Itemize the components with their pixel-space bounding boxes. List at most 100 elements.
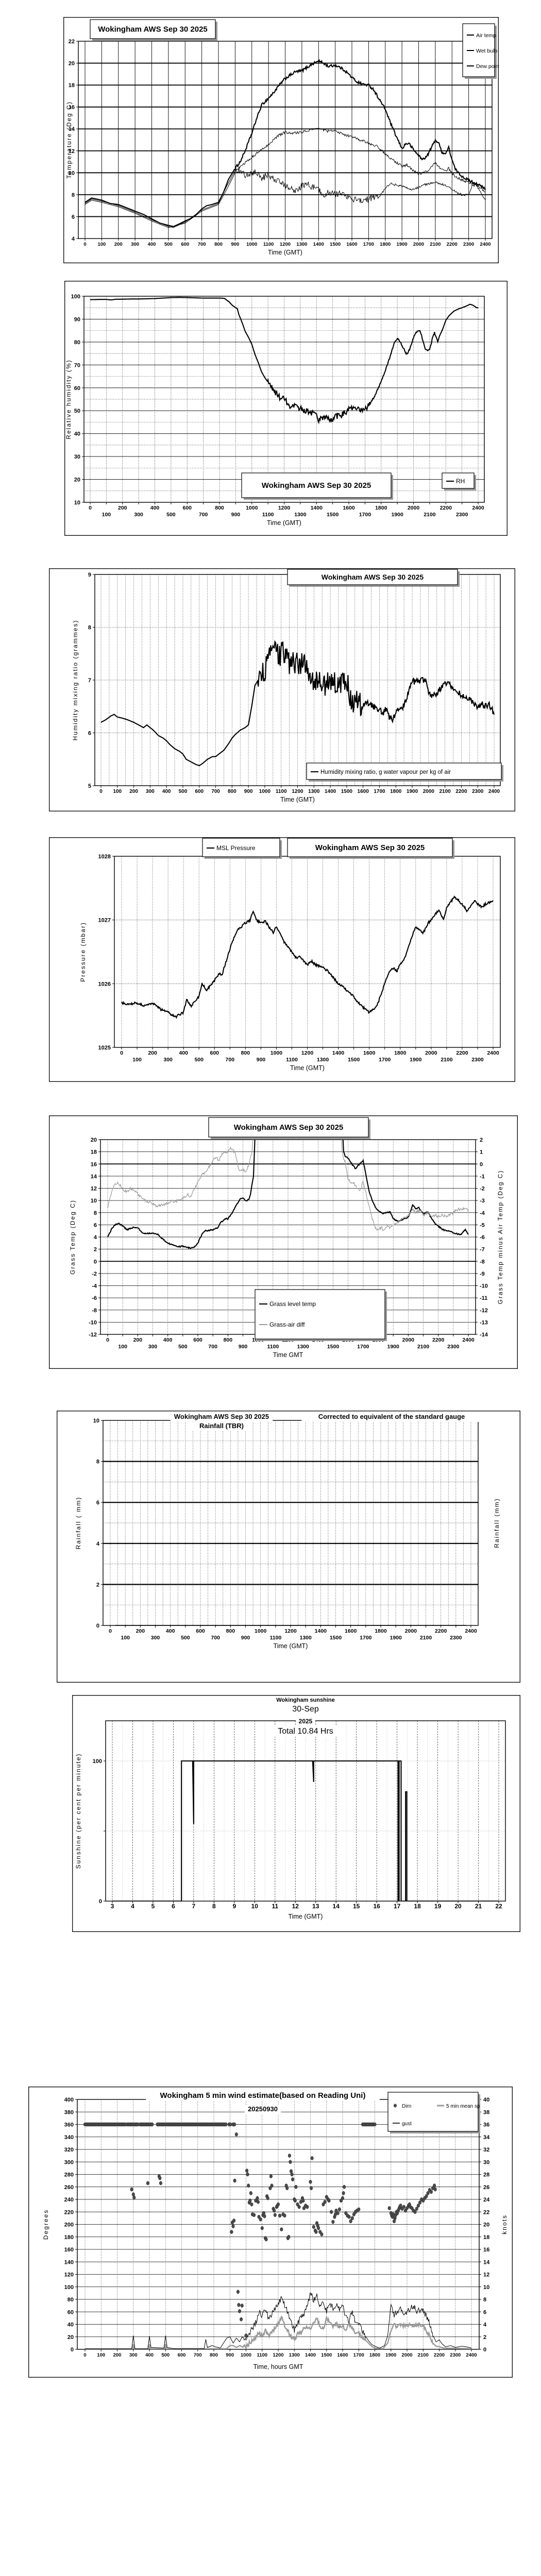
y-tick-label: 18: [69, 82, 75, 89]
x-tick-label: 300: [148, 1344, 158, 1350]
x-axis-title: Time (GMT): [268, 249, 302, 256]
y-tick-label: 400: [64, 2097, 74, 2103]
series-group: [121, 895, 494, 1019]
x-tick-label: 1500: [330, 1635, 342, 1641]
axis-labels: 0100200300400500600700800900100011001200…: [75, 1418, 500, 1650]
y-tick-label: -2: [92, 1271, 97, 1277]
chart-title-box: Wokingham AWS Sep 30 2025: [90, 19, 217, 41]
chart-outer-border: [63, 17, 499, 263]
chart-title: Wokingham AWS Sep 30 2025: [315, 843, 425, 852]
mix-svg: 0 100 200 300 400 500 600 700 800 900 1000 1100 1200…: [49, 568, 515, 811]
x-tick-label: 1500: [348, 1057, 360, 1063]
legend: MSL Pressure: [202, 838, 282, 859]
legend-label: 5 min mean sp: [446, 2104, 480, 2109]
x-tick-label: 1900: [391, 512, 403, 518]
chart-relative-humidity: 0 100 200 300 400 500 600 700 800 900 1000 1100 1200…: [64, 281, 508, 536]
y-tick-label: 0: [99, 1899, 102, 1905]
x-tick-label: 1800: [369, 2352, 380, 2358]
x-tick-label: 200: [118, 505, 127, 511]
x-tick-label: 1800: [375, 505, 387, 511]
y-tick-label: 60: [74, 385, 80, 392]
chart-title-box: Wokingham AWS Sep 30 2025: [287, 838, 454, 859]
chart-outer-border: [57, 1411, 520, 1683]
series-rh: [90, 297, 478, 425]
y-tick-label: 4: [72, 236, 75, 242]
y-tick-label: 280: [64, 2172, 74, 2178]
x-tick-label: 21: [475, 1903, 482, 1910]
y-tick-label: 80: [67, 2297, 74, 2303]
x-tick-label: 8: [212, 1903, 216, 1910]
x-tick-label: 1600: [346, 242, 357, 247]
x-tick-label: 300: [163, 1057, 173, 1063]
chart-title-box: Wokingham AWS Sep 30 2025: [287, 569, 460, 587]
x-tick-label: 2000: [401, 2352, 412, 2358]
x-tick-label: 200: [148, 1050, 157, 1056]
x-tick-label: 1300: [294, 512, 307, 518]
chart-temperature: 0 100 200 300 400 500 600 700 800 900 1000 1100 1200…: [63, 17, 500, 263]
y-tick-label: -10: [89, 1319, 97, 1326]
y-tick-label: 1028: [98, 854, 111, 860]
series-humidity-mixing-ratio-g-water-vapour-per-kg-of-air: [100, 640, 495, 767]
y-tick-label: 8: [94, 1210, 97, 1216]
x-tick-label: 700: [208, 1344, 217, 1350]
y2-tick-label: 40: [483, 2097, 489, 2103]
x-axis-title: Time GMT: [273, 1351, 303, 1359]
x-tick-label: 9: [232, 1903, 236, 1910]
x-tick-label: 2100: [417, 1344, 430, 1350]
x-tick-label: 1900: [410, 1057, 422, 1063]
y2-tick-label: 34: [483, 2134, 490, 2141]
x-tick-label: 100: [97, 242, 106, 247]
x-tick-label: 4: [131, 1903, 134, 1910]
x-tick-label: 15: [353, 1903, 360, 1910]
y2-tick-label: 12: [483, 2272, 489, 2278]
x-tick-label: 600: [196, 1628, 205, 1634]
x-tick-label: 600: [195, 789, 204, 794]
series-group: [84, 59, 486, 228]
x-tick-label: 1500: [327, 1344, 340, 1350]
x-tick-label: 0: [106, 1337, 109, 1343]
x-tick-label: 2200: [455, 789, 467, 794]
y-tick-label: 40: [74, 431, 80, 437]
chart-title-text: Wokingham AWS Sep 30 2025: [174, 1413, 269, 1420]
y-tick-label: 220: [64, 2209, 74, 2215]
x-tick-label: 2200: [434, 2352, 445, 2358]
temp-svg: 0 100 200 300 400 500 600 700 800 900 1000 1100 1200…: [63, 17, 500, 263]
x-tick-label: 400: [145, 2352, 154, 2358]
y2-tick-label: 38: [483, 2109, 489, 2115]
x-tick-label: 200: [133, 1337, 143, 1343]
legend: RH: [442, 472, 476, 490]
legend-label: Humidity mixing ratio, g water vapour pe…: [320, 769, 451, 775]
x-tick-label: 18: [414, 1903, 421, 1910]
x-tick-label: 900: [226, 2352, 234, 2358]
x-tick-label: 700: [199, 512, 208, 518]
x-tick-label: 100: [121, 1635, 130, 1641]
x-tick-label: 1000: [246, 242, 257, 247]
x-tick-label: 11: [272, 1903, 278, 1910]
x-tick-label: 1000: [241, 2352, 251, 2358]
x-tick-label: 1700: [357, 1344, 369, 1350]
y-tick-label: 8: [72, 192, 75, 198]
x-tick-label: 2400: [487, 1050, 499, 1056]
y-tick-label: 100: [93, 1758, 102, 1765]
x-tick-label: 2100: [430, 242, 441, 247]
y2-tick-label: 16: [483, 2247, 489, 2253]
chart-title-text: 2025: [299, 1718, 313, 1725]
y2-tick-label: 10: [483, 2284, 489, 2291]
y-tick-label: 10: [91, 1198, 97, 1204]
y2-axis-title: Rainfall (mm): [493, 1498, 500, 1548]
x-tick-label: 1500: [327, 512, 339, 518]
x-tick-label: 500: [179, 789, 188, 794]
x-tick-label: 1600: [343, 505, 355, 511]
y-tick-label: 2: [96, 1582, 99, 1588]
y-tick-label: 340: [64, 2134, 74, 2141]
chart-title: Wokingham 5 min wind estimate(based on R…: [146, 2091, 380, 2101]
x-axis-title: Time (GMT): [280, 796, 315, 803]
y2-tick-label: 28: [483, 2172, 489, 2178]
y2-tick-label: -6: [480, 1234, 485, 1241]
x-tick-label: 800: [226, 1628, 235, 1634]
y2-tick-label: -13: [480, 1319, 488, 1326]
y-tick-label: 40: [67, 2322, 74, 2328]
rain-svg: 0100200300400500600700800900100011001200…: [57, 1411, 520, 1683]
